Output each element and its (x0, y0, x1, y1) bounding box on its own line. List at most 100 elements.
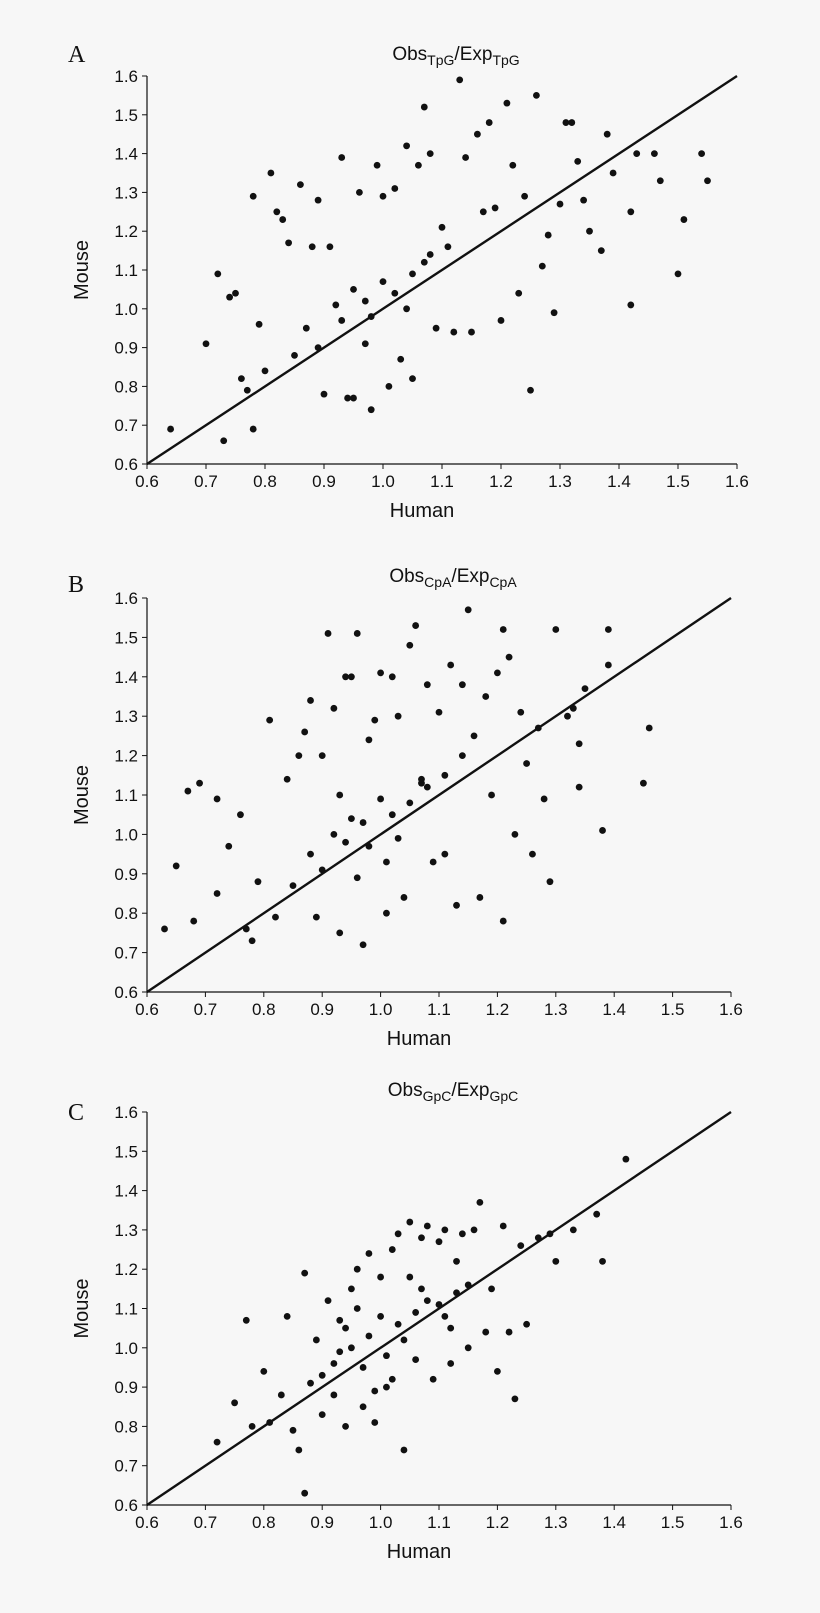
data-point (400, 1446, 408, 1454)
data-point (353, 1305, 361, 1312)
title-part: Obs (388, 1080, 423, 1101)
data-point (418, 1234, 425, 1242)
data-point (488, 1285, 495, 1293)
y-tick-label: 1.0 (114, 300, 138, 319)
data-point (167, 425, 175, 433)
data-point (523, 760, 530, 767)
title-part: Obs (392, 44, 427, 65)
data-point (279, 216, 287, 223)
y-tick-label: 1.5 (114, 1142, 138, 1161)
data-point (521, 192, 528, 200)
data-point (450, 328, 458, 336)
data-point (517, 708, 525, 716)
data-point (476, 894, 484, 901)
data-point (379, 192, 387, 200)
data-point (161, 925, 168, 933)
data-point (515, 289, 523, 297)
data-point (420, 103, 428, 111)
data-point (564, 712, 571, 720)
data-point (353, 630, 361, 637)
title-subscript: TpG (427, 52, 454, 68)
data-point (388, 673, 396, 681)
data-point (237, 811, 244, 819)
x-tick-label: 1.5 (666, 472, 690, 491)
data-point (377, 795, 384, 803)
data-point (604, 661, 612, 669)
data-point (359, 941, 367, 949)
title-part: Exp (457, 566, 490, 587)
x-tick-label: 0.9 (310, 1513, 334, 1532)
data-point (324, 1297, 332, 1305)
x-tick-label: 1.6 (725, 472, 749, 491)
data-point (308, 243, 316, 251)
data-point (371, 716, 379, 724)
data-point (444, 243, 452, 251)
data-point (273, 208, 281, 216)
data-point (289, 882, 297, 890)
data-point (418, 775, 425, 783)
data-point (383, 1352, 390, 1360)
data-point (348, 1344, 355, 1352)
data-point (248, 937, 256, 945)
x-tick-label: 0.8 (252, 1000, 276, 1019)
data-point (391, 185, 399, 192)
data-point (488, 791, 495, 799)
data-point (409, 270, 416, 278)
data-point (458, 752, 466, 759)
data-point (494, 1367, 501, 1375)
data-point (418, 1285, 425, 1293)
data-point (260, 1367, 268, 1375)
data-point (301, 728, 309, 736)
y-tick-label: 1.5 (114, 628, 138, 647)
data-point (406, 641, 414, 649)
data-point (214, 270, 222, 278)
data-point (423, 681, 431, 689)
data-point (456, 76, 464, 84)
data-point (261, 367, 269, 375)
data-point (377, 1273, 384, 1281)
data-point (552, 1257, 560, 1265)
data-point (438, 223, 446, 231)
data-point (400, 894, 408, 901)
data-point (356, 189, 363, 196)
panel-letter: B (68, 572, 84, 598)
data-point (297, 181, 304, 189)
data-point (373, 161, 381, 169)
data-point (505, 1328, 513, 1336)
data-point (447, 1324, 455, 1332)
data-point (336, 929, 344, 937)
x-tick-label: 1.3 (544, 1513, 568, 1532)
data-point (383, 858, 390, 866)
data-point (332, 301, 340, 309)
x-tick-label: 1.1 (430, 472, 454, 491)
data-point (342, 1423, 349, 1430)
data-point (312, 913, 320, 921)
panel-letter: C (68, 1100, 84, 1126)
data-point (674, 270, 682, 278)
data-point (318, 1411, 326, 1419)
data-point (511, 831, 519, 838)
data-point (627, 301, 635, 309)
data-point (569, 1226, 577, 1234)
x-tick-label: 0.8 (252, 1513, 276, 1532)
data-point (383, 909, 390, 917)
data-point (420, 258, 428, 266)
data-point (704, 177, 711, 185)
data-point (464, 1344, 472, 1352)
x-tick-label: 0.9 (312, 472, 336, 491)
data-point (503, 99, 511, 107)
data-point (359, 1364, 367, 1371)
data-point (213, 1438, 221, 1446)
data-point (361, 340, 369, 348)
data-point (342, 673, 349, 681)
data-point (254, 878, 262, 886)
data-point (580, 196, 587, 204)
data-point (423, 1297, 431, 1305)
data-point (249, 192, 257, 200)
data-point (330, 704, 338, 712)
data-point (336, 1316, 344, 1324)
data-point (213, 890, 221, 897)
data-point (581, 685, 589, 693)
